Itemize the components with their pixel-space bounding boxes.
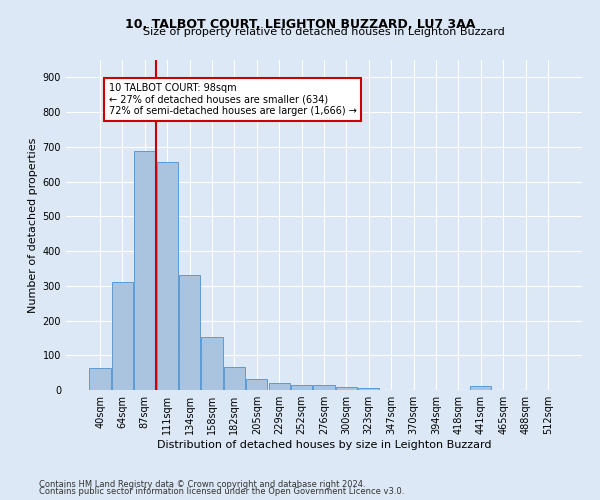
Title: Size of property relative to detached houses in Leighton Buzzard: Size of property relative to detached ho… — [143, 27, 505, 37]
Text: 10 TALBOT COURT: 98sqm
← 27% of detached houses are smaller (634)
72% of semi-de: 10 TALBOT COURT: 98sqm ← 27% of detached… — [109, 82, 356, 116]
Bar — [470, 386, 491, 390]
Bar — [157, 162, 178, 390]
Bar — [112, 282, 133, 390]
Bar — [269, 382, 290, 390]
Bar — [291, 386, 312, 390]
Bar — [134, 151, 155, 390]
Bar — [89, 368, 111, 390]
Text: Contains public sector information licensed under the Open Government Licence v3: Contains public sector information licen… — [39, 487, 404, 496]
Text: Contains HM Land Registry data © Crown copyright and database right 2024.: Contains HM Land Registry data © Crown c… — [39, 480, 365, 489]
Bar — [358, 388, 379, 390]
Bar — [336, 387, 357, 390]
Bar — [246, 379, 268, 390]
Y-axis label: Number of detached properties: Number of detached properties — [28, 138, 38, 312]
Bar — [224, 367, 245, 390]
Bar — [202, 337, 223, 390]
Bar — [313, 386, 335, 390]
X-axis label: Distribution of detached houses by size in Leighton Buzzard: Distribution of detached houses by size … — [157, 440, 491, 450]
Text: 10, TALBOT COURT, LEIGHTON BUZZARD, LU7 3AA: 10, TALBOT COURT, LEIGHTON BUZZARD, LU7 … — [125, 18, 475, 30]
Bar — [179, 276, 200, 390]
